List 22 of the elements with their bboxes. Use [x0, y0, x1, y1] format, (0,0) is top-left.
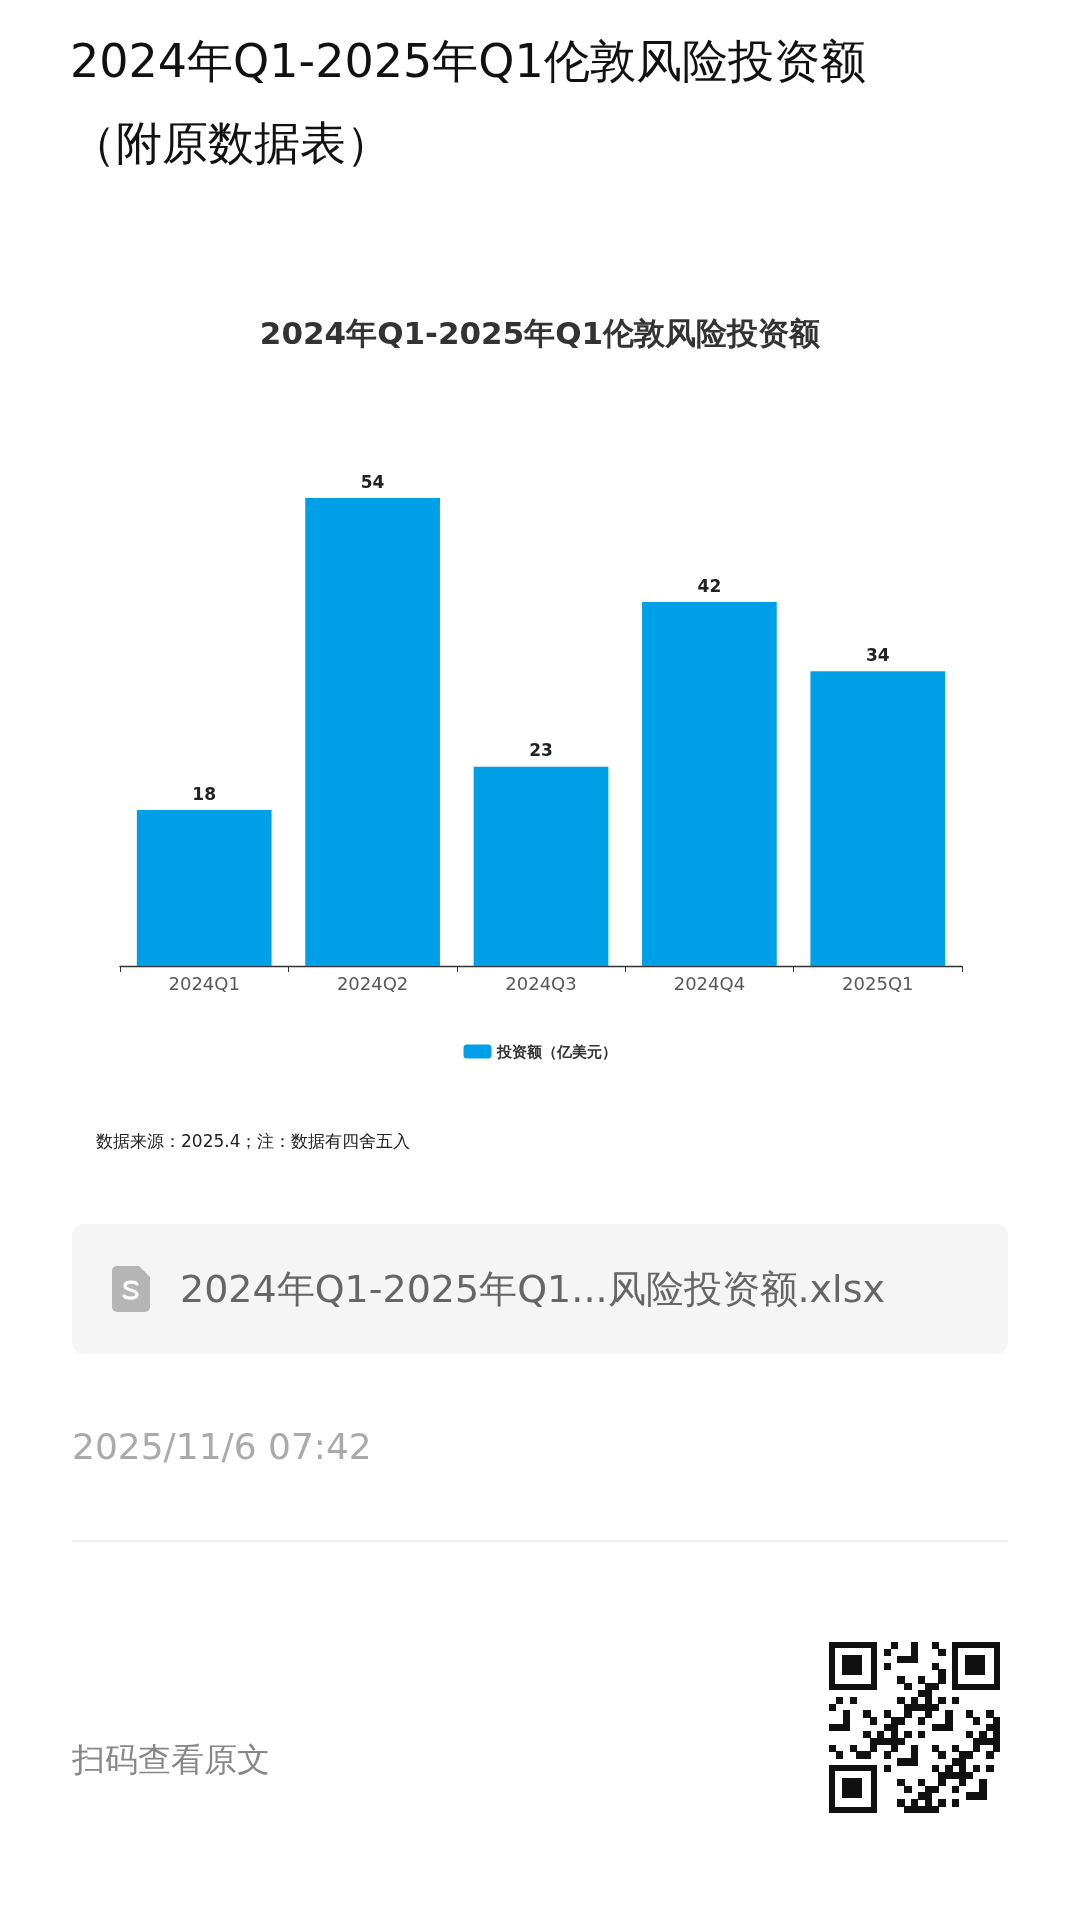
text: 扫码查看原文 [72, 1739, 270, 1781]
x-tick-label: 2024Q1 [168, 972, 240, 994]
bar [642, 602, 777, 966]
data-label: 34 [865, 644, 890, 665]
bar [305, 498, 440, 966]
text: 2024年Q1-2025年Q1...风险投资额.xlsx [180, 1266, 885, 1313]
x-tick-label: 2024Q2 [336, 972, 409, 994]
legend-label: 投资额（亿美元） [495, 1042, 617, 1061]
x-tick-label: 2025Q1 [842, 972, 914, 994]
chart-title: 2024年Q1-2025年Q1伦敦风险投资额（附原数据表） [70, 33, 867, 172]
data-label: 23 [529, 740, 553, 761]
source-note: 数据来源：2025.4；注：数据有四舍五入 [96, 1130, 411, 1153]
x-tick-label: 2024Q3 [505, 972, 577, 994]
bar [810, 671, 946, 966]
bar [136, 810, 272, 966]
data-label: 18 [192, 783, 217, 804]
x-tick-label: 2024Q4 [673, 972, 746, 994]
text: 2025/11/6 07:42 [72, 1425, 372, 1469]
data-label: 42 [697, 575, 722, 596]
chart-subtitle: 2024年Q1-2025年Q1伦敦风险投资额 [259, 314, 821, 351]
data-label: 54 [360, 471, 385, 492]
bar [473, 766, 609, 966]
